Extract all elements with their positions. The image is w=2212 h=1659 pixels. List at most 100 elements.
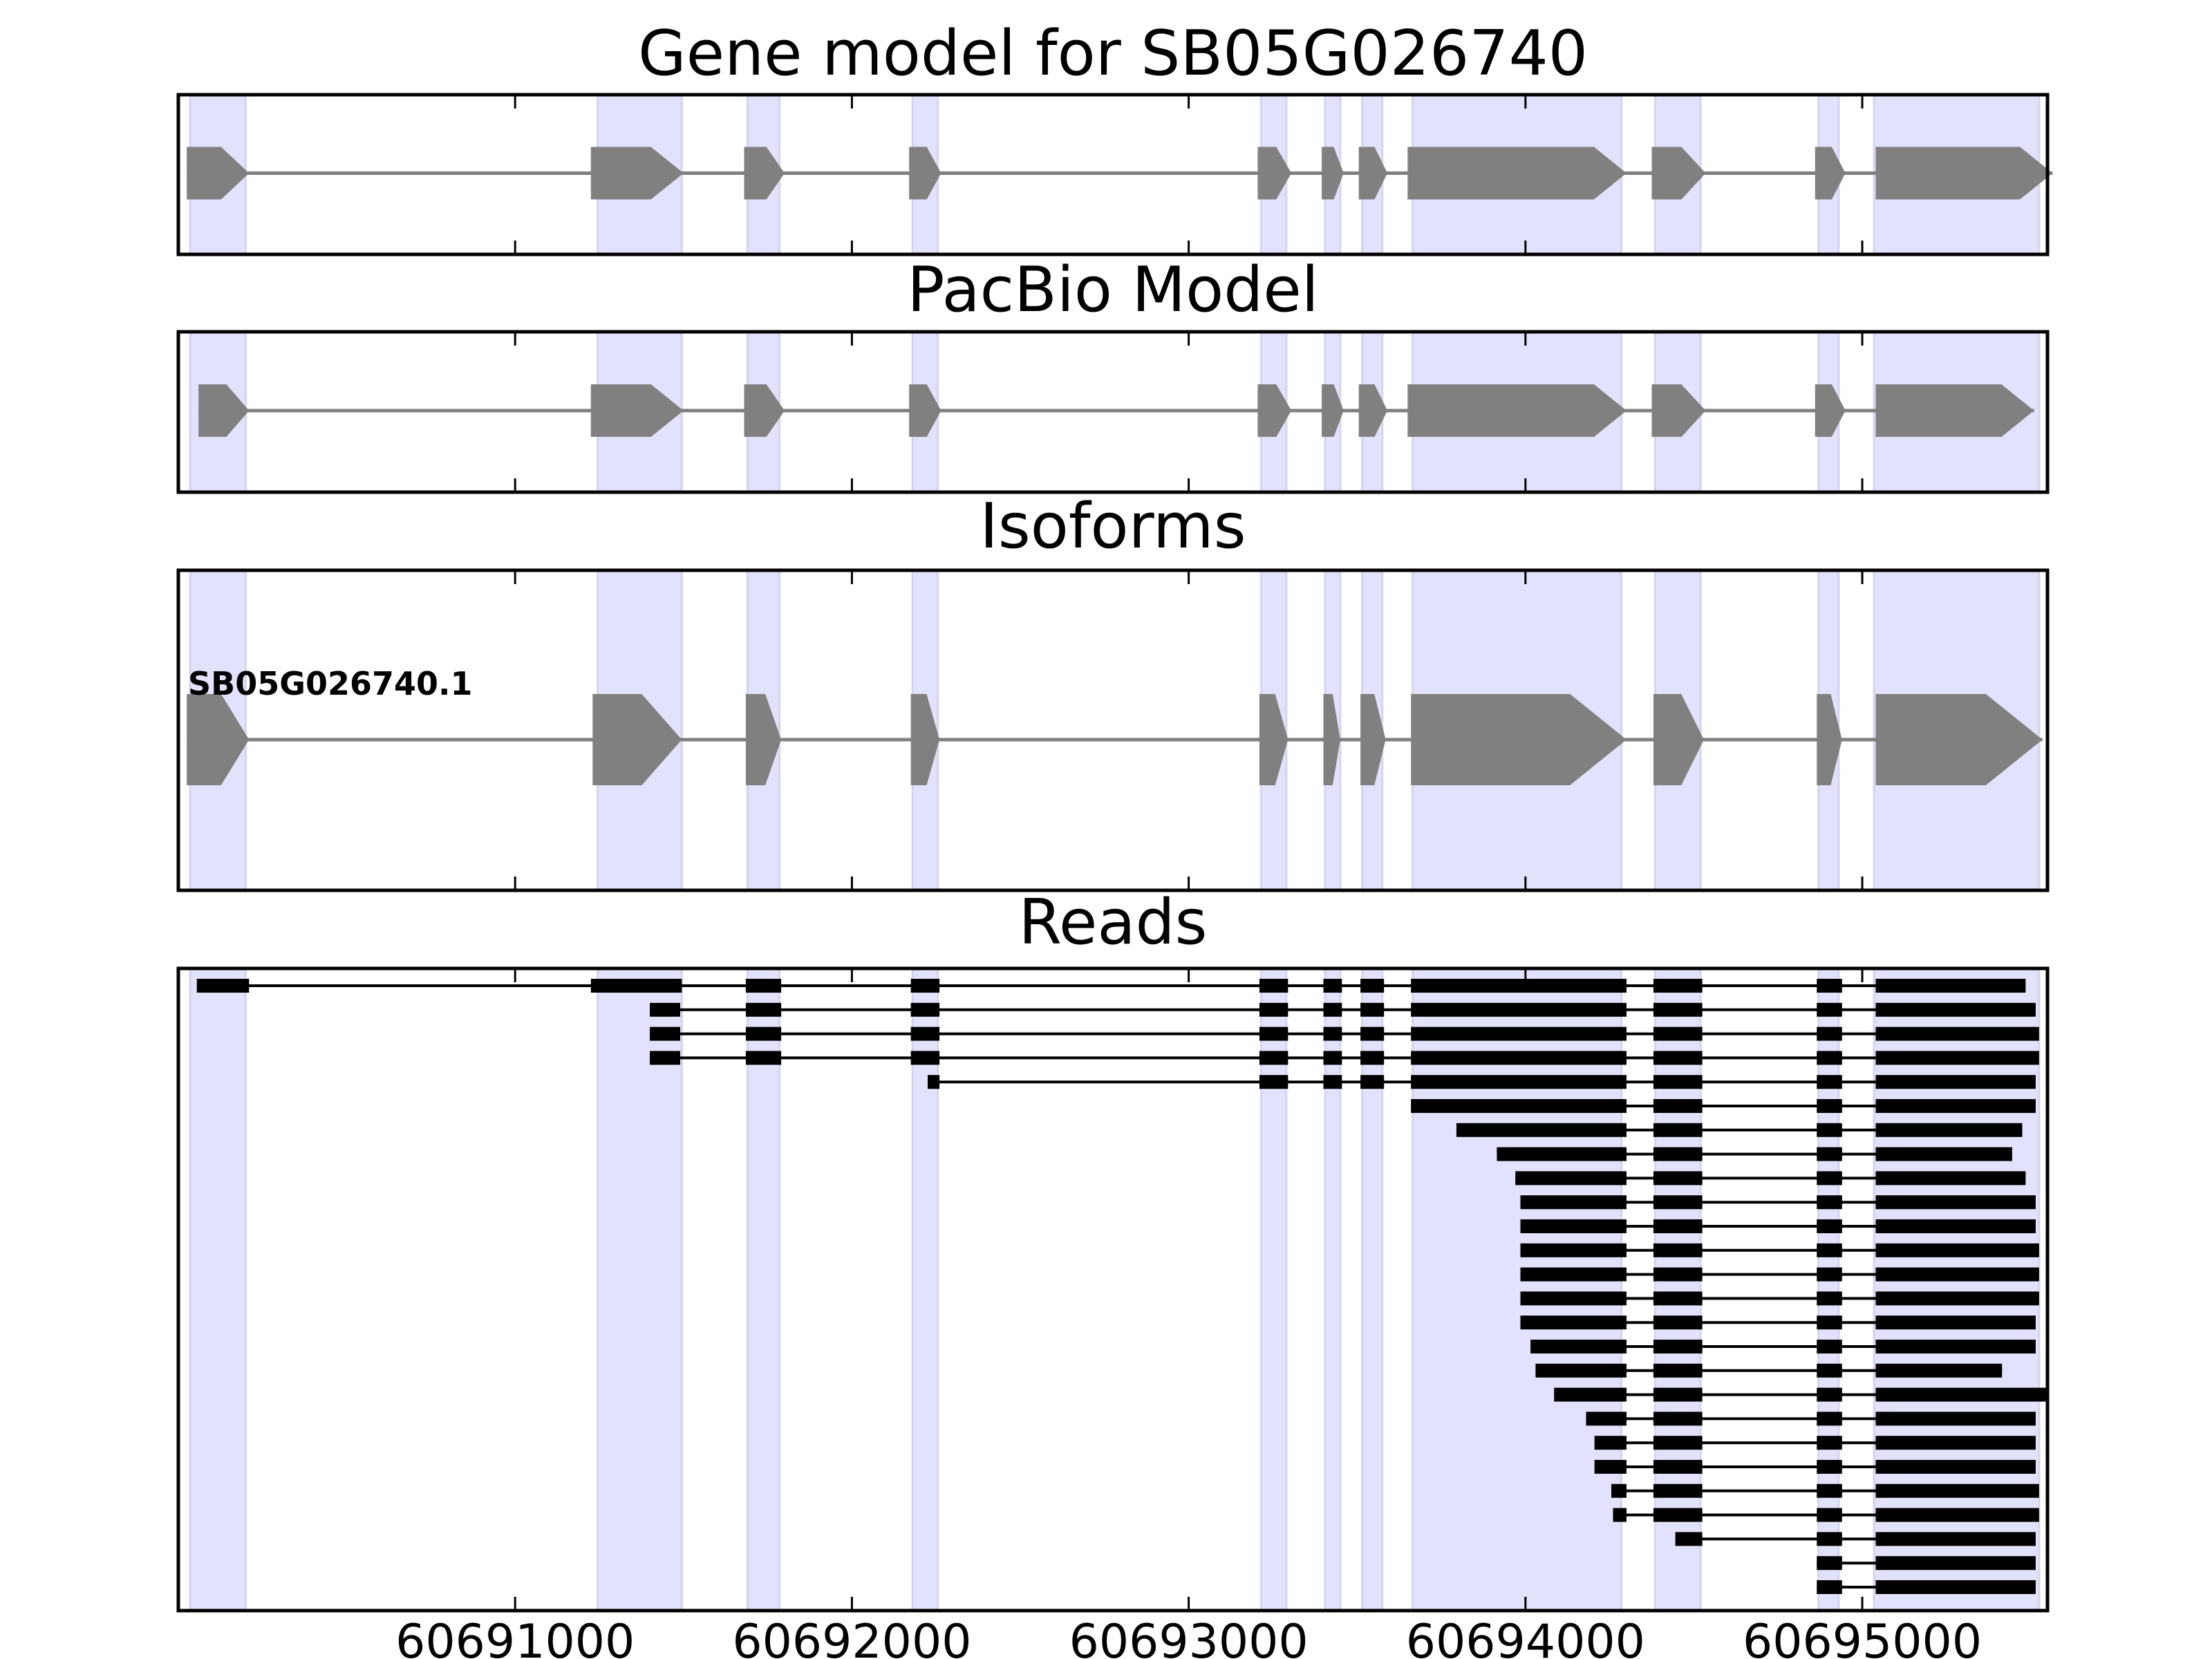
read-exon-block — [1817, 1412, 1842, 1426]
read-row — [1515, 1171, 2026, 1185]
read-exon-block — [1653, 1219, 1703, 1233]
exon-block — [1651, 147, 1706, 200]
read-exon-block — [1411, 1002, 1627, 1017]
read-exon-block — [1594, 1436, 1627, 1450]
exon-block — [1322, 147, 1344, 200]
read-exon-block — [1817, 1483, 1842, 1498]
read-exon-block — [1653, 1027, 1703, 1041]
read-exon-block — [1653, 1243, 1703, 1257]
exon-block — [187, 147, 250, 200]
panel-frame — [176, 330, 2050, 494]
read-exon-block — [1875, 1340, 2036, 1353]
read-exon-block — [1875, 1315, 2036, 1330]
read-exon-block — [1360, 1027, 1385, 1041]
isoforms-marks — [187, 694, 2043, 785]
read-exon-block — [1875, 1171, 2026, 1185]
x-tick-label: 60692000 — [732, 1615, 971, 1659]
panel-frame — [176, 568, 2050, 892]
reads-frame — [176, 966, 2050, 1613]
read-exon-block — [1817, 1171, 1842, 1185]
read-exon-block — [1875, 1483, 2039, 1498]
exon-block — [1259, 694, 1288, 785]
read-exon-block — [1875, 1147, 2012, 1161]
read-exon-block — [1875, 1460, 2036, 1474]
read-row — [650, 1051, 2039, 1065]
read-exon-block — [1613, 1508, 1627, 1522]
isoforms-title: Isoforms — [980, 490, 1246, 563]
highlight-band — [189, 967, 247, 1612]
read-exon-block — [1360, 1075, 1385, 1089]
read-row — [1520, 1195, 2036, 1210]
exon-block — [910, 694, 940, 785]
read-exon-block — [1653, 1412, 1703, 1426]
highlight-band — [746, 967, 781, 1612]
read-exon-block — [910, 979, 940, 993]
read-exon-block — [1875, 1027, 2039, 1041]
read-exon-block — [1875, 1436, 2036, 1450]
read-row — [1594, 1460, 2036, 1474]
read-exon-block — [1653, 1051, 1703, 1065]
x-tick-label: 60695000 — [1743, 1615, 1982, 1659]
read-exon-block — [1817, 1002, 1842, 1017]
read-exon-block — [1653, 1508, 1703, 1522]
read-exon-block — [1817, 1340, 1842, 1353]
read-row — [928, 1075, 2036, 1089]
read-row — [1520, 1219, 2036, 1233]
exon-block — [909, 384, 941, 437]
exon-block — [187, 694, 250, 785]
read-exon-block — [1520, 1267, 1627, 1282]
read-exon-block — [1520, 1315, 1627, 1330]
read-exon-block — [1259, 979, 1288, 993]
exon-block — [592, 694, 682, 785]
read-exon-block — [196, 979, 250, 993]
read-exon-block — [650, 1002, 680, 1017]
read-exon-block — [1653, 1267, 1703, 1282]
exon-block — [1360, 694, 1386, 785]
read-exon-block — [1653, 1460, 1703, 1474]
exon-block — [1875, 147, 2053, 200]
read-row — [1586, 1412, 2036, 1426]
read-exon-block — [590, 979, 682, 993]
pacbio-model-frame — [176, 330, 2050, 494]
read-exon-block — [1653, 1315, 1703, 1330]
read-row — [1817, 1556, 2036, 1571]
read-exon-block — [1653, 1195, 1703, 1210]
read-exon-block — [1653, 1291, 1703, 1306]
read-exon-block — [1360, 1051, 1385, 1065]
read-row — [1817, 1580, 2036, 1594]
exon-block — [1407, 147, 1627, 200]
read-exon-block — [1817, 1556, 1842, 1571]
exon-block — [1875, 384, 2034, 437]
read-row — [1611, 1483, 2039, 1498]
read-exon-block — [1653, 1075, 1703, 1089]
read-exon-block — [1875, 1219, 2036, 1233]
read-exon-block — [1323, 979, 1342, 993]
read-row — [1554, 1387, 2050, 1402]
read-exon-block — [1653, 1340, 1703, 1353]
read-row — [650, 1002, 2036, 1017]
read-exon-block — [1817, 1219, 1842, 1233]
gene-model-marks — [187, 147, 2053, 200]
read-exon-block — [1875, 1195, 2036, 1210]
exon-block — [1358, 384, 1388, 437]
exon-block — [1407, 384, 1627, 437]
read-exon-block — [1875, 1532, 2036, 1546]
read-exon-block — [1817, 1099, 1842, 1113]
read-row — [1594, 1436, 2036, 1450]
reads-title: Reads — [1018, 886, 1207, 959]
pacbio-model-title: PacBio Model — [907, 254, 1319, 326]
read-exon-block — [1323, 1027, 1342, 1041]
x-tick-label: 60691000 — [395, 1615, 635, 1659]
read-exon-block — [1817, 1027, 1842, 1041]
read-row — [1520, 1243, 2039, 1257]
exon-block — [1358, 147, 1388, 200]
exon-block — [1651, 384, 1706, 437]
read-exon-block — [1497, 1147, 1627, 1161]
read-exon-block — [1653, 1171, 1703, 1185]
x-tick-label: 60693000 — [1069, 1615, 1309, 1659]
read-row — [1497, 1147, 2012, 1161]
isoforms-frame — [176, 568, 2050, 892]
read-exon-block — [1259, 1075, 1288, 1089]
read-exon-block — [1259, 1051, 1288, 1065]
